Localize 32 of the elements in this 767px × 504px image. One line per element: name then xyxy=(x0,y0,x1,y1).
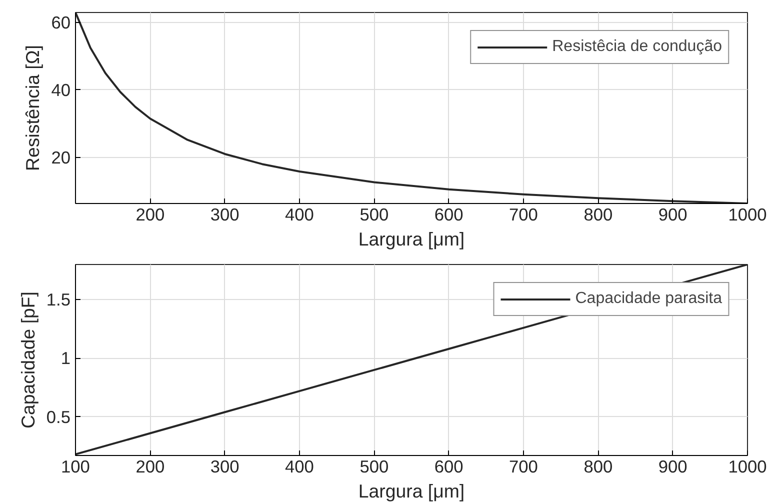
x-tick-label: 1000 xyxy=(728,204,767,224)
x-tick-label: 200 xyxy=(136,204,165,224)
x-tick-label: 500 xyxy=(360,456,389,476)
y-tick-label: 0.5 xyxy=(46,406,71,427)
y-tick-label: 1.5 xyxy=(46,290,71,310)
x-tick-label: 500 xyxy=(360,204,389,224)
x-tick-label: 400 xyxy=(285,456,314,476)
x-tick-label: 600 xyxy=(434,456,464,476)
x-tick-label: 900 xyxy=(658,204,688,224)
y-axis-title: Capacidade [pF] xyxy=(17,292,38,428)
x-tick-label: 100 xyxy=(61,456,90,476)
y-tick-label: 40 xyxy=(51,80,71,100)
y-tick-label: 1 xyxy=(60,348,71,368)
x-tick-label: 800 xyxy=(584,204,613,224)
x-tick-label: 700 xyxy=(509,204,538,224)
x-tick-label: 900 xyxy=(658,456,688,476)
x-tick-label: 300 xyxy=(210,204,240,224)
line-series xyxy=(76,12,748,204)
y-axis-title: Resistência [Ω] xyxy=(22,45,44,171)
x-tick-label: 600 xyxy=(434,204,464,224)
y-tick-label: 60 xyxy=(51,12,71,33)
x-tick-label: 700 xyxy=(509,456,538,476)
x-axis-title: Largura [μm] xyxy=(358,228,465,250)
y-tick-label: 20 xyxy=(51,147,71,168)
x-tick-label: 200 xyxy=(136,456,165,476)
x-tick-label: 300 xyxy=(210,456,240,476)
x-axis-title: Largura [μm] xyxy=(358,480,465,502)
legend-label: Resistêcia de condução xyxy=(552,38,722,56)
x-tick-label: 800 xyxy=(584,456,613,476)
legend-label: Capacidade parasita xyxy=(575,290,722,308)
x-tick-label: 400 xyxy=(285,204,314,224)
x-tick-label: 1000 xyxy=(728,456,767,476)
